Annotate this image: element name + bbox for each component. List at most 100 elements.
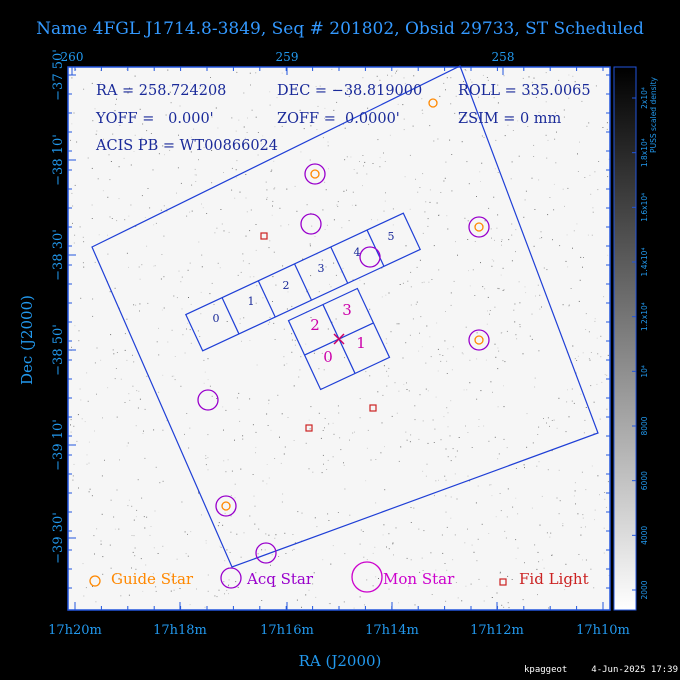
star-speck — [196, 588, 197, 590]
star-speck — [387, 237, 389, 239]
star-speck — [414, 405, 416, 407]
star-speck — [476, 358, 478, 360]
star-speck — [286, 283, 288, 285]
star-speck — [135, 516, 137, 518]
star-speck — [582, 266, 583, 268]
star-speck — [423, 281, 425, 283]
star-speck — [144, 457, 146, 459]
star-speck — [451, 190, 453, 192]
star-speck — [588, 122, 590, 124]
star-speck — [470, 87, 472, 89]
star-speck — [92, 298, 94, 300]
star-speck — [282, 493, 284, 495]
legend-guide-label: Guide Star — [111, 570, 194, 588]
star-speck — [116, 98, 117, 100]
star-speck — [377, 219, 379, 221]
star-speck — [362, 531, 364, 532]
star-speck — [360, 344, 362, 346]
star-speck — [328, 603, 330, 604]
star-speck — [363, 165, 364, 167]
star-speck — [524, 286, 526, 288]
star-speck — [343, 464, 345, 466]
star-speck — [376, 75, 378, 77]
star-speck — [547, 469, 549, 471]
star-speck — [167, 341, 169, 343]
star-speck — [580, 526, 582, 528]
star-speck — [529, 335, 531, 337]
star-speck — [299, 369, 301, 371]
star-speck — [370, 459, 372, 461]
star-speck — [222, 406, 224, 408]
star-speck — [111, 218, 113, 219]
star-speck — [497, 347, 499, 349]
star-speck — [190, 342, 192, 344]
star-speck — [379, 157, 381, 159]
star-speck — [99, 82, 101, 83]
star-speck — [95, 601, 97, 603]
star-speck — [395, 72, 396, 74]
star-speck — [359, 398, 361, 400]
star-speck — [253, 495, 255, 497]
star-speck — [497, 406, 499, 408]
star-speck — [300, 356, 302, 358]
star-speck — [128, 594, 130, 596]
y-tick-labels: −37 50' −38 10' −38 30' −38 50' −39 10' … — [51, 49, 66, 564]
star-speck — [344, 127, 346, 129]
star-speck — [273, 188, 275, 190]
star-speck — [503, 289, 505, 291]
star-speck — [124, 333, 126, 335]
star-speck — [480, 390, 482, 392]
star-speck — [205, 455, 207, 457]
star-speck — [507, 124, 509, 126]
star-speck — [344, 553, 346, 555]
star-speck — [485, 359, 487, 361]
star-speck — [372, 585, 374, 587]
star-speck — [534, 377, 536, 379]
star-speck — [184, 352, 186, 354]
star-speck — [332, 545, 334, 547]
star-speck — [71, 123, 73, 125]
star-speck — [135, 425, 137, 427]
star-speck — [228, 585, 229, 587]
star-speck — [223, 230, 225, 232]
star-speck — [352, 432, 354, 434]
star-speck — [571, 579, 573, 581]
star-speck — [242, 435, 244, 437]
star-speck — [180, 385, 182, 387]
star-speck — [309, 428, 311, 430]
star-speck — [245, 174, 247, 175]
star-speck — [497, 368, 499, 370]
star-speck — [545, 101, 547, 103]
star-speck — [466, 389, 468, 391]
star-speck — [120, 378, 122, 380]
star-speck — [515, 251, 516, 253]
star-speck — [245, 141, 247, 143]
star-speck — [495, 516, 497, 518]
star-speck — [276, 97, 278, 99]
star-speck — [333, 262, 335, 264]
star-speck — [200, 313, 202, 315]
star-speck — [384, 446, 385, 448]
star-speck — [416, 301, 418, 303]
star-speck — [95, 133, 97, 135]
star-speck — [113, 353, 115, 355]
star-speck — [138, 390, 140, 392]
star-speck — [538, 561, 540, 563]
star-speck — [281, 501, 283, 503]
star-speck — [473, 551, 475, 553]
star-speck — [366, 579, 368, 581]
footer-timestamp: 4-Jun-2025 17:39 — [591, 665, 678, 675]
star-speck — [86, 463, 88, 465]
star-speck — [465, 585, 467, 587]
star-speck — [224, 593, 225, 595]
star-speck — [118, 166, 120, 168]
star-speck — [362, 155, 364, 156]
star-speck — [390, 331, 392, 333]
star-speck — [100, 359, 102, 361]
star-speck — [73, 242, 75, 244]
star-speck — [207, 379, 209, 381]
acis-i-ccd-2: 2 — [310, 316, 320, 334]
star-speck — [461, 600, 463, 602]
star-speck — [427, 390, 429, 392]
star-speck — [364, 604, 365, 606]
